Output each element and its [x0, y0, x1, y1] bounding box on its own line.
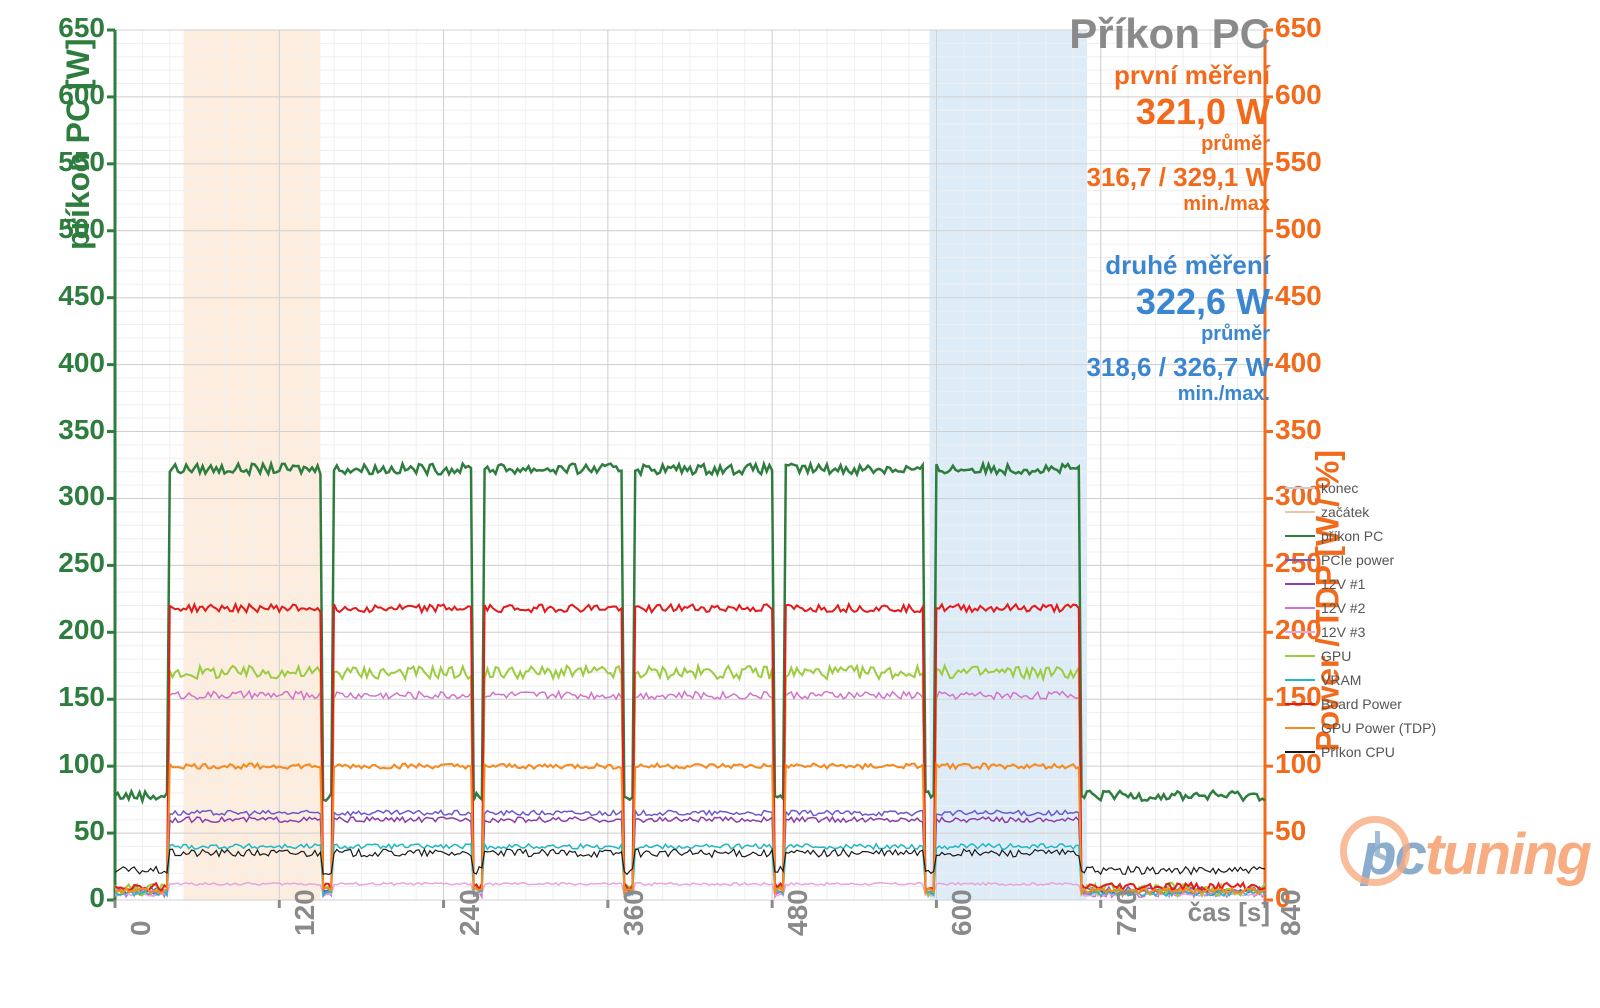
- chart-title: Příkon PC: [1069, 10, 1270, 58]
- legend-label: příkon PC: [1321, 528, 1383, 544]
- legend-label: GPU: [1321, 648, 1351, 664]
- ytick-right: 550: [1275, 146, 1325, 178]
- xtick: 840: [1275, 889, 1307, 936]
- ytick-left: 0: [0, 882, 105, 914]
- ytick-left: 150: [0, 681, 105, 713]
- legend-swatch: [1285, 631, 1315, 633]
- ytick-left: 100: [0, 748, 105, 780]
- ytick-left: 600: [0, 79, 105, 111]
- stats-first-heading: první měření: [1086, 60, 1270, 91]
- legend-swatch: [1285, 511, 1315, 513]
- legend-label: 12V #2: [1321, 600, 1365, 616]
- ytick-right: 600: [1275, 79, 1325, 111]
- ytick-left: 500: [0, 213, 105, 245]
- ytick-left: 350: [0, 414, 105, 446]
- legend-swatch: [1285, 487, 1315, 489]
- legend-item: konec: [1285, 480, 1455, 496]
- ytick-right: 400: [1275, 347, 1325, 379]
- xtick: 120: [289, 889, 321, 936]
- ytick-right: 500: [1275, 213, 1325, 245]
- xtick: 0: [125, 920, 157, 936]
- legend-swatch: [1285, 583, 1315, 585]
- stats-second-heading: druhé měření: [1086, 250, 1270, 281]
- legend-item: začátek: [1285, 504, 1455, 520]
- legend-swatch: [1285, 607, 1315, 609]
- ytick-left: 300: [0, 480, 105, 512]
- ytick-right: 650: [1275, 12, 1325, 44]
- ytick-left: 550: [0, 146, 105, 178]
- legend-swatch: [1285, 703, 1315, 705]
- ytick-right: 350: [1275, 414, 1325, 446]
- ytick-left: 200: [0, 614, 105, 646]
- legend-swatch: [1285, 535, 1315, 537]
- ytick-left: 250: [0, 547, 105, 579]
- xtick: 480: [782, 889, 814, 936]
- watermark-circle-icon: [1340, 816, 1410, 886]
- stats-first-avg-label: průměr: [1086, 133, 1270, 156]
- xtick: 240: [454, 889, 486, 936]
- stats-first: první měření 321,0 W průměr 316,7 / 329,…: [1086, 60, 1270, 216]
- stats-second-minmax: 318,6 / 326,7 W: [1086, 352, 1270, 383]
- chart-container: Příkon PC příkon PC [W] Power / TDP [W /…: [0, 0, 1600, 1008]
- xtick: 720: [1111, 889, 1143, 936]
- stats-second-avg: 322,6 W: [1086, 281, 1270, 323]
- ytick-right: 50: [1275, 815, 1325, 847]
- legend-item: 12V #1: [1285, 576, 1455, 592]
- legend-item: 12V #3: [1285, 624, 1455, 640]
- stats-second: druhé měření 322,6 W průměr 318,6 / 326,…: [1086, 250, 1270, 406]
- legend-item: příkon PC: [1285, 528, 1455, 544]
- legend-item: VRAM: [1285, 672, 1455, 688]
- stats-second-minmax-label: min./max.: [1086, 383, 1270, 406]
- legend-label: 12V #1: [1321, 576, 1365, 592]
- legend-item: GPU Power (TDP): [1285, 720, 1455, 736]
- stats-second-avg-label: průměr: [1086, 323, 1270, 346]
- legend-label: konec: [1321, 480, 1358, 496]
- xtick: 360: [618, 889, 650, 936]
- ytick-left: 400: [0, 347, 105, 379]
- xtick: 600: [946, 889, 978, 936]
- legend-swatch: [1285, 655, 1315, 657]
- legend-label: GPU Power (TDP): [1321, 720, 1436, 736]
- ytick-right: 450: [1275, 280, 1325, 312]
- stats-first-minmax: 316,7 / 329,1 W: [1086, 162, 1270, 193]
- legend-label: PCIe power: [1321, 552, 1394, 568]
- ytick-left: 50: [0, 815, 105, 847]
- legend-swatch: [1285, 679, 1315, 681]
- stats-first-minmax-label: min./max: [1086, 193, 1270, 216]
- ytick-left: 650: [0, 12, 105, 44]
- legend-label: VRAM: [1321, 672, 1361, 688]
- legend-label: Board Power: [1321, 696, 1402, 712]
- legend-label: Příkon CPU: [1321, 744, 1395, 760]
- legend-item: Board Power: [1285, 696, 1455, 712]
- legend-swatch: [1285, 559, 1315, 561]
- ytick-left: 450: [0, 280, 105, 312]
- legend-item: PCIe power: [1285, 552, 1455, 568]
- legend-swatch: [1285, 727, 1315, 729]
- legend-item: 12V #2: [1285, 600, 1455, 616]
- legend-item: GPU: [1285, 648, 1455, 664]
- legend-item: Příkon CPU: [1285, 744, 1455, 760]
- legend-label: 12V #3: [1321, 624, 1365, 640]
- legend-label: začátek: [1321, 504, 1369, 520]
- stats-first-avg: 321,0 W: [1086, 91, 1270, 133]
- legend-swatch: [1285, 751, 1315, 753]
- watermark: pctuning: [1361, 821, 1590, 888]
- x-axis-label: čas [s]: [1188, 897, 1270, 928]
